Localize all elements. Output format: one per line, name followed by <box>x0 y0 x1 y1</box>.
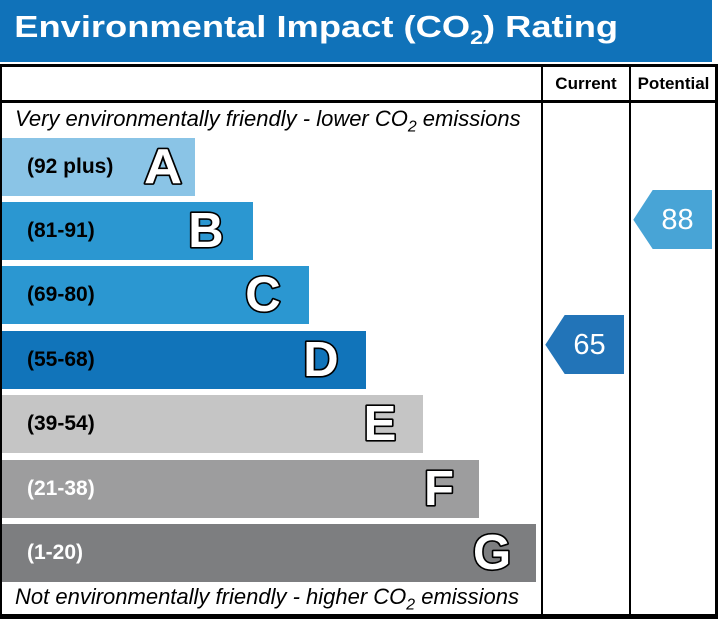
svg-text:A: A <box>144 139 182 193</box>
svg-text:D: D <box>303 333 338 387</box>
svg-text:65: 65 <box>573 329 605 361</box>
svg-text:F: F <box>424 461 454 515</box>
svg-text:88: 88 <box>661 204 693 236</box>
svg-text:B: B <box>188 204 223 258</box>
svg-text:G: G <box>472 526 510 580</box>
svg-text:E: E <box>363 397 396 451</box>
svg-text:C: C <box>245 268 280 322</box>
